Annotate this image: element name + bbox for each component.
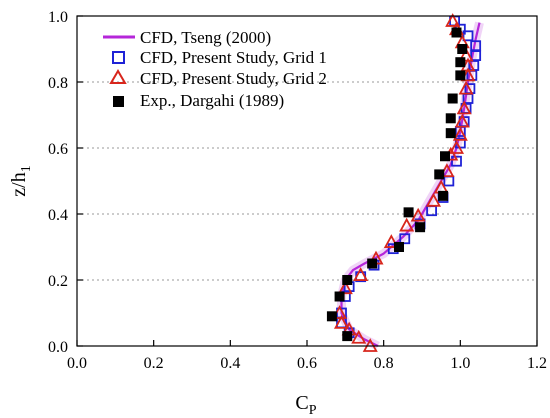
x-tick-label: 0.2 (144, 355, 164, 372)
data-point-triangle (333, 315, 350, 329)
x-ticks: 0.0 0.2 0.4 0.6 0.8 1.0 1.2 (67, 340, 547, 372)
y-axis-title: z/h1 (8, 165, 34, 196)
legend-swatch-exp-square (113, 96, 124, 107)
data-point-filled-square (455, 57, 466, 68)
data-point-square (451, 155, 462, 167)
data-point-filled-square (394, 242, 404, 252)
data-point-triangle (383, 234, 399, 248)
data-point-filled-square (367, 258, 378, 269)
data-point-triangle (353, 267, 369, 281)
data-point-square (462, 30, 474, 42)
y-ticks: 0.0 0.2 0.4 0.6 0.8 1.0 (48, 9, 83, 356)
data-point-filled-square (445, 113, 456, 124)
data-point-filled-square (445, 128, 456, 139)
legend-label-grid2: CFD, Present Study, Grid 2 (140, 69, 327, 88)
y-axis-title-sub: 1 (19, 165, 34, 172)
y-tick-label: 0.4 (48, 207, 68, 224)
legend-label-tseng: CFD, Tseng (2000) (140, 28, 271, 47)
y-tick-label: 1.0 (48, 9, 68, 26)
legend-label-exp: Exp., Dargahi (1989) (140, 91, 284, 110)
data-point-filled-square (451, 27, 462, 38)
data-point-triangle (351, 329, 367, 344)
y-tick-label: 0.8 (48, 75, 68, 92)
data-point-triangle (410, 207, 426, 222)
data-point-triangle (337, 280, 353, 295)
y-tick-label: 0.0 (48, 339, 68, 356)
data-point-filled-square (403, 207, 414, 218)
data-point-filled-square (342, 331, 353, 342)
x-tick-label: 1.2 (527, 355, 547, 372)
data-point-filled-square (334, 291, 345, 302)
series-layer (326, 13, 484, 352)
data-point-filled-square (438, 190, 449, 201)
data-point-triangle (458, 47, 474, 62)
x-axis-title-main: C (295, 392, 308, 414)
data-point-triangle (458, 80, 474, 95)
x-tick-label: 0.4 (220, 355, 240, 372)
x-tick-label: 0.6 (297, 355, 317, 372)
x-tick-label: 0.0 (67, 355, 87, 372)
data-point-filled-square (342, 275, 353, 285)
data-point-filled-square (415, 222, 426, 233)
x-tick-label: 0.8 (374, 355, 394, 372)
y-tick-label: 0.2 (48, 273, 68, 290)
x-axis-title: CP (295, 392, 316, 418)
y-tick-label: 0.6 (48, 141, 68, 158)
data-point-square (470, 40, 482, 52)
data-point-triangle (448, 140, 465, 154)
legend-label-grid1: CFD, Present Study, Grid 1 (140, 48, 327, 67)
legend: CFD, Tseng (2000) CFD, Present Study, Gr… (103, 28, 327, 110)
grid (77, 81, 537, 281)
data-point-filled-square (457, 44, 468, 54)
data-point-triangle (445, 13, 461, 27)
data-point-filled-square (447, 93, 458, 104)
data-point-filled-square (326, 311, 337, 322)
y-axis-title-main: z/h (8, 172, 30, 196)
data-point-triangle (454, 113, 470, 128)
data-point-triangle (452, 126, 468, 141)
data-point-filled-square (440, 151, 450, 162)
legend-swatch-grid2-triangle (109, 69, 127, 84)
data-point-triangle (425, 192, 442, 207)
data-point-square (399, 233, 411, 245)
x-axis-title-sub: P (309, 403, 317, 418)
data-point-triangle (399, 217, 415, 232)
data-point-filled-square (455, 70, 466, 81)
data-point-filled-square (434, 169, 445, 180)
legend-swatch-grid1-square (112, 51, 125, 64)
data-point-triangle (456, 100, 472, 115)
x-tick-label: 1.0 (450, 355, 470, 372)
series-3 (326, 27, 468, 342)
